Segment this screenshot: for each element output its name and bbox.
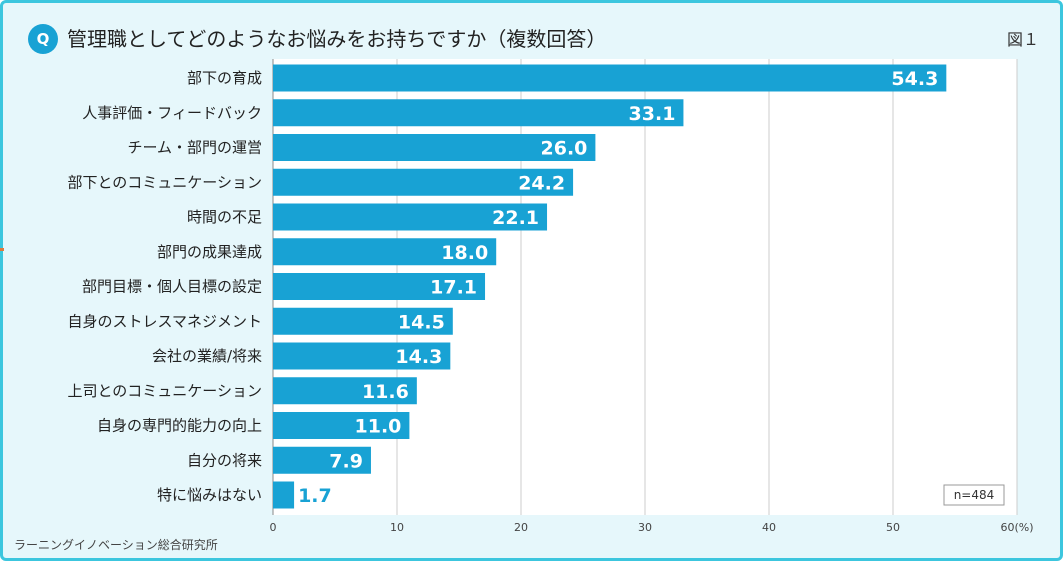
category-label: 上司とのコミュニケーション [67,382,262,400]
chart-header: Q 管理職としてどのようなお悩みをお持ちですか（複数回答） 図１ [6,6,1057,66]
bar [273,99,684,127]
value-label: 54.3 [891,68,938,90]
category-label: 自分の将来 [187,451,262,469]
x-tick-label: 50 [886,521,900,534]
category-label: 自身のストレスマネジメント [67,312,262,330]
bar [273,412,410,439]
bar [273,168,574,196]
category-label: 会社の業績/将来 [152,347,262,365]
bar [273,203,548,231]
x-tick-label: 20 [514,521,528,534]
bar [273,134,596,161]
category-label: チーム・部門の運営 [127,139,262,157]
value-label: 14.3 [395,346,442,368]
category-label: 部下の育成 [187,69,262,87]
figure-label: 図１ [1006,30,1039,49]
bar [273,377,417,405]
value-label: 26.0 [541,138,588,160]
bar [273,64,947,92]
sample-size-box [943,484,1005,506]
sample-size-label: n=484 [954,488,995,502]
value-label: 7.9 [329,450,363,472]
value-label: 18.0 [441,242,488,264]
x-tick-label: 30 [638,521,652,534]
value-label: 17.1 [430,277,477,299]
category-label: 人事評価・フィードバック [82,104,262,122]
x-tick-label: 10 [390,521,404,534]
value-label: 33.1 [629,103,676,125]
category-label: 時間の不足 [187,208,262,226]
x-tick-label: 40 [762,521,776,534]
value-label: 14.5 [398,311,445,333]
x-tick-label: 60(%) [1000,521,1033,534]
value-label: 11.6 [362,381,409,403]
x-tick-label: 0 [270,521,277,534]
bar [273,273,486,300]
bar [273,446,371,474]
value-label: 24.2 [518,172,565,194]
value-label: 1.7 [298,485,332,507]
category-label: 自身の専門的能力の向上 [97,417,262,435]
value-label: 11.0 [355,416,402,438]
bar [273,238,497,266]
source-credit: ラーニングイノベーション総合研究所 [14,538,218,552]
bar [273,342,451,370]
value-label: 22.1 [492,207,539,229]
category-label: 部門目標・個人目標の設定 [82,278,262,296]
edge-marker [0,248,4,251]
category-label: 特に悩みはない [157,486,262,504]
question-badge: Q [28,24,58,54]
chart-title: 管理職としてどのようなお悩みをお持ちですか（複数回答） [67,27,607,51]
category-label: 部門の成果達成 [157,243,262,261]
category-label: 部下とのコミュニケーション [67,173,262,191]
bar [273,481,295,509]
bar [273,307,453,335]
